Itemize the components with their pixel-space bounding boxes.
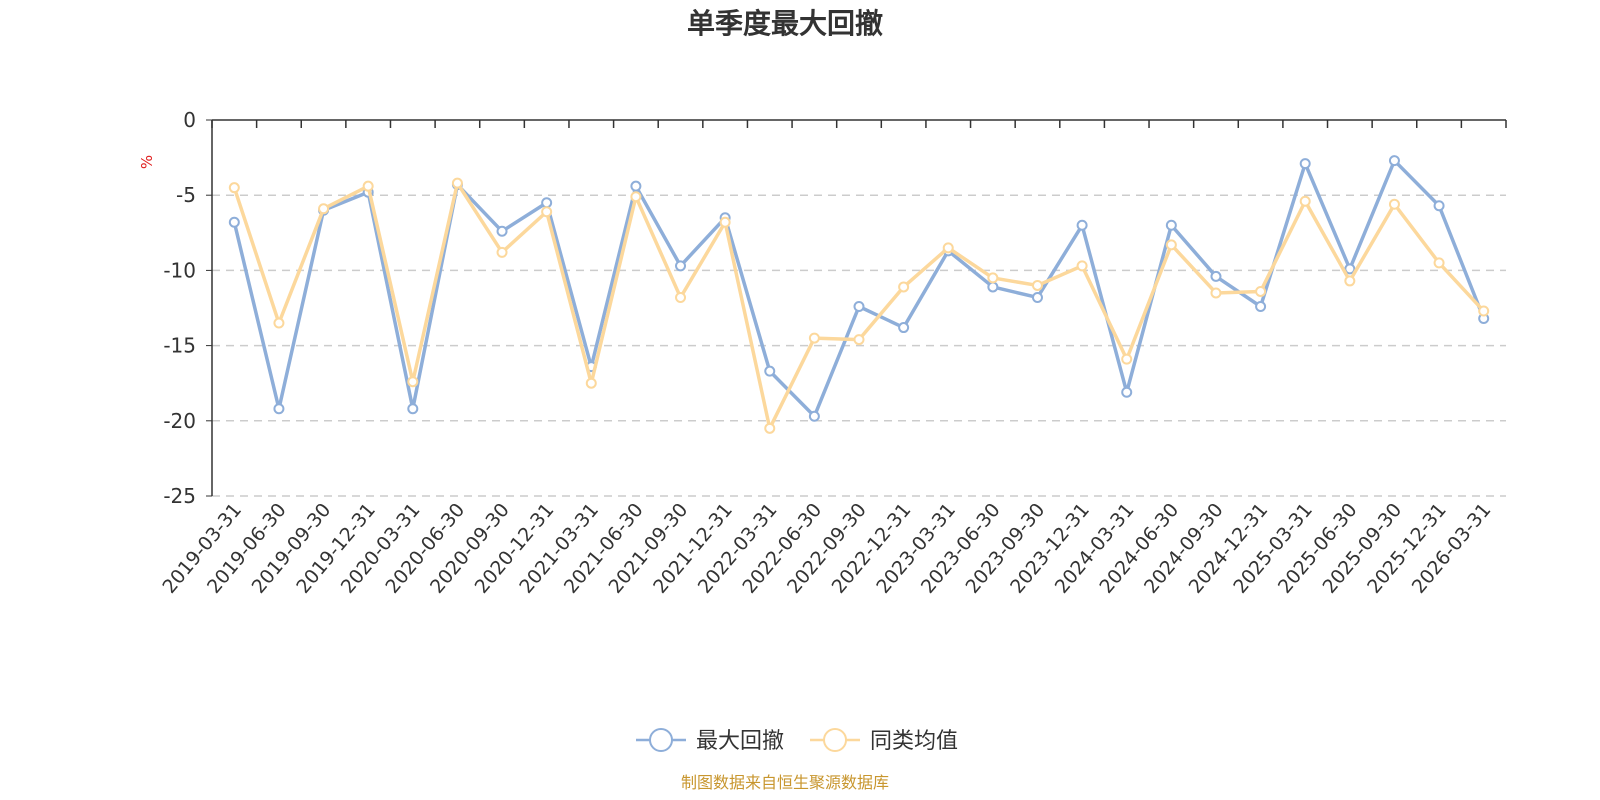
y-axis-unit: %: [138, 155, 156, 169]
legend-label: 同类均值: [870, 729, 958, 754]
data-point: [1165, 239, 1177, 251]
data-point: [1388, 198, 1400, 210]
data-point: [675, 291, 687, 303]
data-point: [1076, 219, 1088, 231]
data-point: [1478, 305, 1490, 317]
data-point: [1255, 300, 1267, 312]
data-point: [808, 332, 820, 344]
data-point: [1031, 291, 1043, 303]
grid-lines: [212, 194, 1506, 497]
legend-item-1[interactable]: 最大回撤: [636, 728, 784, 754]
data-point: [1210, 287, 1222, 299]
y-tick-label: -5: [176, 183, 196, 207]
data-point: [987, 281, 999, 293]
source-note: 制图数据来自恒生聚源数据库: [681, 773, 889, 792]
data-point: [1299, 195, 1311, 207]
legend-marker: [649, 728, 673, 752]
data-point: [630, 180, 642, 192]
data-point: [853, 334, 865, 346]
legend[interactable]: 最大回撤 同类均值: [636, 728, 958, 754]
data-point: [407, 376, 419, 388]
y-tick-label: 0: [183, 108, 196, 132]
data-point: [764, 365, 776, 377]
data-point: [362, 180, 374, 192]
data-point: [675, 260, 687, 272]
data-point: [1433, 257, 1445, 269]
data-point: [1344, 263, 1356, 275]
y-tick-label: -10: [163, 258, 196, 282]
legend-item-2[interactable]: 同类均值: [810, 728, 958, 754]
data-point: [273, 317, 285, 329]
data-point: [1299, 158, 1311, 170]
data-point: [630, 191, 642, 203]
data-point: [1121, 353, 1133, 365]
data-point: [898, 322, 910, 334]
y-tick-label: -25: [163, 484, 196, 508]
data-point: [1388, 155, 1400, 167]
axes: 0-5-10-15-20-252019-03-312019-06-302019-…: [158, 108, 1507, 598]
legend-marker: [823, 728, 848, 752]
data-point: [228, 182, 240, 194]
data-point: [541, 206, 553, 218]
legend-label: 最大回撤: [696, 729, 784, 754]
data-point: [318, 203, 330, 215]
data-point: [1255, 285, 1267, 297]
y-tick-label: -20: [163, 409, 196, 433]
data-point: [764, 422, 776, 434]
data-point: [1165, 219, 1177, 231]
data-point: [585, 377, 597, 389]
data-point: [853, 300, 865, 312]
data-point: [1076, 260, 1088, 272]
data-point: [496, 225, 508, 237]
chart-title: 单季度最大回撤: [687, 7, 883, 40]
data-point: [1121, 386, 1133, 398]
series-lines: [228, 155, 1490, 434]
data-point: [407, 403, 419, 415]
data-point: [898, 281, 910, 293]
data-point: [1210, 270, 1222, 282]
data-point: [1031, 279, 1043, 291]
data-point: [719, 216, 731, 228]
y-tick-label: -15: [163, 334, 196, 358]
data-point: [1433, 200, 1445, 212]
data-point: [1344, 275, 1356, 287]
series-line-1: [232, 158, 1486, 419]
data-point: [942, 242, 954, 254]
data-point: [228, 216, 240, 228]
data-point: [273, 403, 285, 415]
data-point: [541, 197, 553, 209]
data-point: [987, 272, 999, 284]
data-point: [808, 410, 820, 422]
data-point: [451, 177, 463, 189]
data-point: [496, 246, 508, 258]
